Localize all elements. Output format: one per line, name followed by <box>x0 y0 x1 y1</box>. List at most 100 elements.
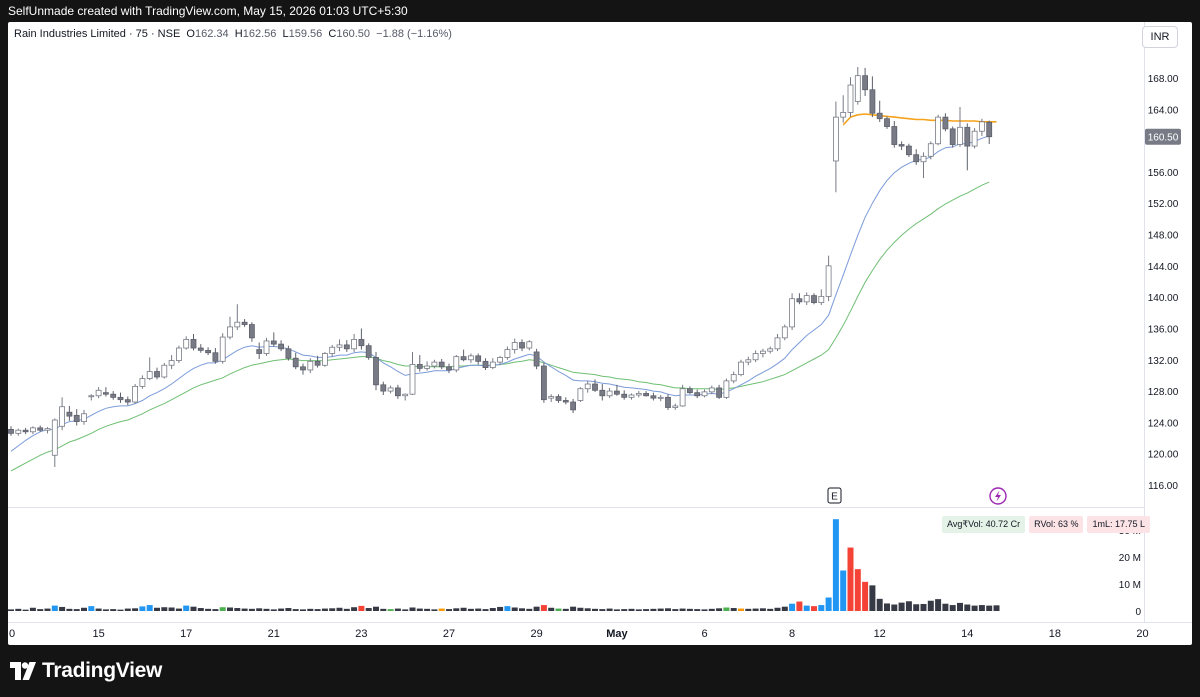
candle-body <box>767 348 774 352</box>
ml-badge: 1mL: 17.75 L <box>1087 516 1151 533</box>
time-tick-label: 23 <box>355 628 367 640</box>
open-value: 162.34 <box>194 28 229 40</box>
candle-body <box>833 116 839 162</box>
chart-panel[interactable]: 168.00 164.00 160.50 156.00 152.00 148.00 144.… <box>8 22 1192 645</box>
volume-bar <box>650 608 657 611</box>
volume-bar <box>562 608 569 611</box>
candles[interactable] <box>8 67 993 467</box>
volume-bar <box>285 608 292 611</box>
candle-body <box>898 144 905 147</box>
change-value: −1.88 (−1.16%) <box>376 28 452 40</box>
volume-bar <box>635 609 642 611</box>
volume-bar <box>132 608 139 611</box>
volume-bar <box>789 603 796 611</box>
time-tick-label: 14 <box>961 628 973 640</box>
candle-body <box>957 126 963 145</box>
volume-bar <box>292 609 299 611</box>
candle-body <box>511 342 518 350</box>
volume-bar <box>394 608 401 611</box>
candle-body <box>446 366 452 371</box>
volume-bar <box>570 606 577 611</box>
volume-bar <box>205 608 212 611</box>
volume-bar <box>613 609 620 611</box>
candle-body <box>723 380 730 398</box>
volume-bar <box>154 607 160 611</box>
volume-bar <box>854 569 861 611</box>
candle-body <box>942 116 949 130</box>
ema-slow-line <box>10 181 990 472</box>
price-chart[interactable]: 168.00 164.00 160.50 156.00 152.00 148.00 144.… <box>8 22 1192 645</box>
volume-bar <box>270 609 277 611</box>
candle-body <box>154 371 160 378</box>
relative-volume-badge: RVol: 63 % <box>1029 516 1084 533</box>
volume-bar <box>321 608 328 611</box>
volume-bar <box>212 609 219 611</box>
volume-bar <box>351 607 358 611</box>
time-tick-label: 6 <box>701 628 707 640</box>
volume-bar <box>460 607 467 611</box>
volume-bar <box>278 608 285 611</box>
brand[interactable]: TradingView <box>10 659 162 683</box>
volume-bar <box>197 608 204 611</box>
volume-bar <box>475 608 482 611</box>
volume-bar <box>533 606 540 611</box>
volume-bar <box>88 606 95 611</box>
volume-bar <box>146 605 153 611</box>
volume-bar <box>168 607 175 611</box>
candle-body <box>241 321 248 325</box>
candle-body <box>263 340 270 354</box>
volume-bar <box>949 605 956 611</box>
volume-bar <box>774 607 781 611</box>
candle-body <box>584 383 591 390</box>
lightning-icon[interactable] <box>989 487 1007 505</box>
candle-body <box>416 364 423 369</box>
candle-body <box>504 349 511 358</box>
volume-bar <box>387 609 394 611</box>
volume-tick-label: 20 M <box>1119 553 1141 564</box>
volume-bar <box>409 607 416 611</box>
volume-bar <box>592 608 598 611</box>
candle-body <box>694 392 701 397</box>
currency-button[interactable]: INR <box>1142 26 1178 48</box>
candle-body <box>672 405 679 408</box>
volume-bar <box>117 609 124 611</box>
candle-body <box>88 395 95 398</box>
volume-bar <box>161 607 168 611</box>
volume-bar <box>665 608 671 611</box>
volume-bar <box>504 606 511 611</box>
candle-body <box>219 336 226 362</box>
volume-bar <box>811 606 817 611</box>
candle-body <box>270 340 277 345</box>
candle-body <box>752 353 759 361</box>
candle-body <box>796 298 803 303</box>
candle-body <box>570 401 576 411</box>
candle-body <box>453 356 460 371</box>
candle-body <box>336 344 343 348</box>
high-label: H <box>234 28 243 40</box>
candle-body <box>51 419 58 456</box>
volume-bar <box>577 607 584 611</box>
earnings-marker[interactable]: E <box>827 487 842 504</box>
candle-body <box>497 357 504 363</box>
candle-body <box>168 360 175 366</box>
time-tick-label: 21 <box>268 628 280 640</box>
symbol-title[interactable]: Rain Industries Limited · 75 · NSE <box>14 28 181 40</box>
volume-bar <box>745 608 752 611</box>
volume-bar <box>716 608 723 611</box>
candle-body <box>592 383 598 391</box>
volume-bar <box>526 608 533 611</box>
volume-bar <box>927 600 934 611</box>
candle-body <box>197 347 204 351</box>
time-tick-label: 18 <box>1049 628 1061 640</box>
candle-body <box>635 393 642 396</box>
price-tick-label: 132.00 <box>1148 356 1179 367</box>
volume-bar <box>905 601 912 611</box>
volume-bar <box>446 609 452 611</box>
candle-body <box>614 390 620 395</box>
candle-body <box>738 361 744 376</box>
candle-body <box>460 356 467 361</box>
volume-bar <box>59 606 66 611</box>
candle-body <box>935 116 941 145</box>
earnings-marker-label: E <box>831 492 838 503</box>
volume-bar <box>832 519 839 611</box>
